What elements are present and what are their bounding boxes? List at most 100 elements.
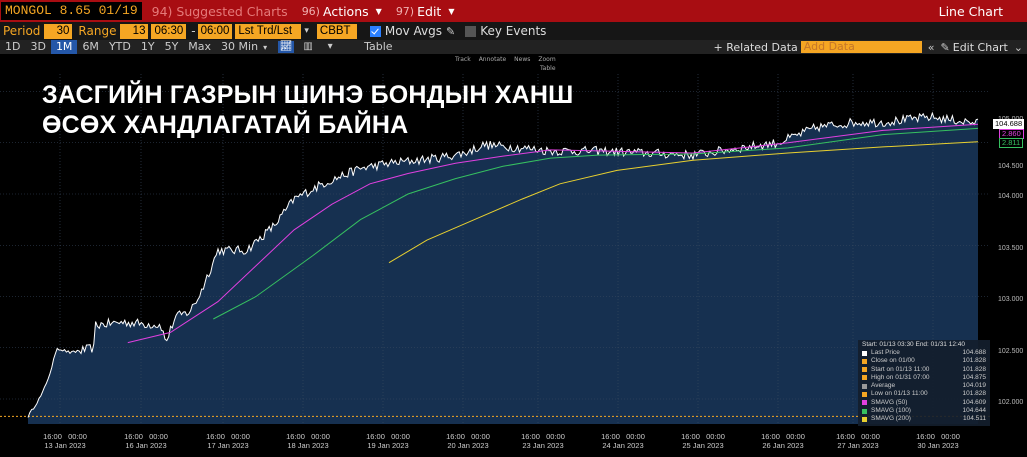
edit-number: 97) — [395, 4, 415, 18]
actions-menu[interactable]: 96) Actions ▼ — [302, 4, 382, 19]
actions-number: 96) — [301, 4, 320, 18]
news-tool[interactable]: News — [514, 56, 531, 63]
x-tick-label: 16:00 00:00 16 Jan 2023 — [124, 432, 168, 450]
interval-select[interactable]: 30 Min — [221, 40, 259, 53]
headline: ЗАСГИЙН ГАЗРЫН ШИНЭ БОНДЫН ХАНШ ӨСӨХ ХАН… — [42, 80, 573, 140]
y-tick: 103.000 — [998, 296, 1024, 303]
range-ytd[interactable]: YTD — [108, 40, 131, 53]
legend-rows: Last Price 104.688 Close on 01/00 101.828 St… — [858, 349, 990, 424]
legend-swatch — [862, 383, 867, 389]
legend-swatch — [862, 350, 867, 356]
edit-menu[interactable]: 97) Edit ▼ — [396, 4, 455, 19]
series-select[interactable]: Lst Trd/Lst — [235, 23, 302, 39]
range-1d[interactable]: 1D — [5, 40, 21, 53]
pencil-icon[interactable]: ✎ — [446, 24, 456, 38]
y-tick: 103.500 — [998, 245, 1024, 252]
legend-name: Last Price — [871, 349, 900, 356]
pencil-icon[interactable]: ✎ — [940, 40, 950, 54]
legend-name: SMAVG (200) — [871, 415, 911, 423]
legend-row: Close on 01/00 101.828 — [858, 357, 990, 365]
range-6m[interactable]: 6M — [82, 40, 99, 53]
last-price-tag: 104.688 — [993, 119, 1025, 129]
legend-row: SMAVG (50) 104.609 — [858, 399, 990, 407]
chart-mini-toolbar: Track Annotate News Zoom — [455, 56, 556, 63]
x-tick-label: 16:00 00:00 26 Jan 2023 — [761, 432, 805, 450]
range-max[interactable]: Max — [188, 40, 212, 53]
legend-name: Average — [871, 382, 896, 390]
legend-row: Low on 01/13 11:00 101.828 — [858, 390, 990, 398]
sma100-line[interactable] — [213, 127, 979, 320]
y-tick: 104.500 — [998, 163, 1024, 170]
legend-value: 101.828 — [962, 390, 987, 398]
legend-swatch — [862, 408, 867, 414]
legend-value: 101.828 — [962, 365, 987, 373]
period-field[interactable]: 30 — [44, 23, 73, 39]
legend-swatch — [862, 400, 867, 406]
stats-legend: Start: 01/13 03:30 End: 01/31 12:40 Last… — [858, 340, 990, 426]
security-ticker[interactable]: MONGOL 8.65 01/19 — [1, 2, 142, 20]
y-tick: 102.000 — [998, 399, 1024, 406]
legend-name: Close on 01/00 — [871, 357, 915, 365]
legend-swatch — [862, 416, 867, 422]
legend-row: Average 104.019 — [858, 382, 990, 390]
collapse-icon[interactable]: « — [927, 40, 935, 54]
edit-label: Edit — [417, 3, 442, 19]
time-from-field[interactable]: 06:30 — [151, 23, 187, 39]
y-tick: 104.000 — [998, 193, 1024, 200]
edit-chart-button[interactable]: Edit Chart — [952, 40, 1008, 54]
price-line[interactable] — [27, 111, 979, 418]
y-tick: 102.500 — [998, 348, 1024, 355]
source-field[interactable]: CBBT — [316, 23, 357, 39]
period-label: Period — [3, 24, 41, 38]
mov-avgs-checkbox[interactable] — [369, 25, 381, 37]
bar-chart-icon[interactable]: ▥ — [303, 41, 313, 52]
price-chart-svg — [0, 74, 990, 424]
range-1m[interactable]: 1M — [50, 40, 78, 54]
expand-icon[interactable]: ⌄ — [1013, 40, 1023, 54]
time-to-field[interactable]: 06:00 — [197, 23, 233, 39]
x-tick-label: 16:00 00:00 27 Jan 2023 — [836, 432, 880, 450]
legend-row: Last Price 104.688 — [858, 349, 990, 357]
legend-row: High on 01/31 07:00 104.875 — [858, 374, 990, 382]
range-5y[interactable]: 5Y — [164, 40, 179, 53]
sma50-line[interactable] — [127, 123, 979, 344]
x-tick-label: 16:00 00:00 30 Jan 2023 — [916, 432, 960, 450]
sma200-line[interactable] — [388, 141, 979, 264]
line-chart-icon[interactable]: 📈︎ — [278, 41, 295, 53]
chevron-down-icon[interactable]: ▾ — [304, 26, 309, 36]
key-events-checkbox[interactable] — [465, 25, 477, 37]
chart-type-label[interactable]: Line Chart — [938, 3, 1003, 19]
zoom-tool[interactable]: Zoom — [538, 56, 556, 63]
top-toolbar: MONGOL 8.65 01/19 94) Suggested Charts 9… — [0, 0, 1027, 22]
dash-separator: - — [191, 24, 196, 38]
params-bar: Period 30 Range 13 06:30 - 06:00 Lst Trd… — [0, 22, 1027, 40]
legend-name: Start on 01/13 11:00 — [871, 365, 930, 373]
annotate-tool[interactable]: Annotate — [478, 56, 507, 63]
range-field[interactable]: 13 — [120, 23, 149, 39]
legend-name: SMAVG (50) — [871, 398, 908, 406]
add-data-input[interactable]: Add Data — [800, 41, 922, 53]
headline-line2: ӨСӨХ ХАНДЛАГАТАЙ БАЙНА — [42, 111, 409, 139]
legend-row: Start on 01/13 11:00 101.828 — [858, 366, 990, 374]
range-1y[interactable]: 1Y — [140, 40, 155, 53]
related-data-button[interactable]: + Related Data — [713, 40, 798, 54]
track-tool[interactable]: Track — [455, 56, 471, 63]
suggested-charts-button[interactable]: 94) Suggested Charts — [151, 3, 288, 19]
chevron-down-icon[interactable]: ▾ — [327, 41, 333, 52]
chevron-down-icon[interactable]: ▾ — [263, 42, 268, 52]
x-tick-label: 16:00 00:00 24 Jan 2023 — [601, 432, 645, 450]
legend-row: SMAVG (200) 104.511 — [858, 415, 990, 423]
range-bar: 1D 3D 1M 6M YTD 1Y 5Y Max 30 Min ▾ 📈︎ ▥ … — [0, 40, 1027, 54]
chart-area[interactable] — [0, 54, 1027, 457]
table-tool[interactable]: Table — [540, 65, 556, 72]
sma100-tag: 2.811 — [999, 138, 1024, 148]
legend-swatch — [862, 367, 867, 373]
range-3d[interactable]: 3D — [30, 40, 46, 53]
x-tick-label: 16:00 00:00 19 Jan 2023 — [366, 432, 410, 450]
table-button[interactable]: Table — [364, 40, 393, 53]
mov-avgs-label: Mov Avgs — [384, 24, 442, 38]
legend-value: 104.688 — [962, 349, 987, 356]
caret-down-icon: ▼ — [375, 6, 382, 16]
x-tick-label: 16:00 00:00 20 Jan 2023 — [446, 432, 490, 450]
legend-swatch — [862, 391, 867, 397]
